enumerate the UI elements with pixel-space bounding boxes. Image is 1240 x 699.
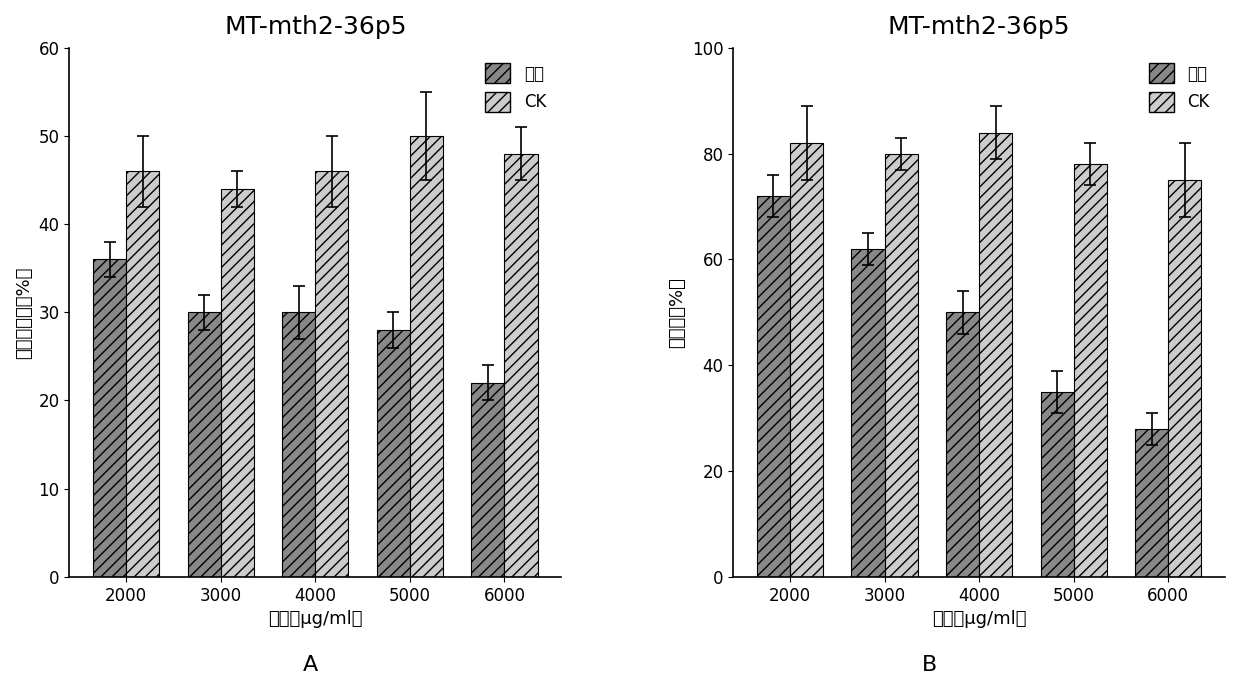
X-axis label: 浓度（μg/ml）: 浓度（μg/ml） <box>268 610 362 628</box>
Bar <box>1040 391 1074 577</box>
Y-axis label: 繁殖率（%）: 繁殖率（%） <box>668 277 687 348</box>
Bar <box>471 383 505 577</box>
Bar <box>187 312 221 577</box>
Bar <box>93 259 126 577</box>
Bar <box>283 312 315 577</box>
Legend: 处理, CK: 处理, CK <box>1142 56 1216 119</box>
Bar <box>790 143 823 577</box>
Text: B: B <box>923 655 937 675</box>
X-axis label: 浓度（μg/ml）: 浓度（μg/ml） <box>932 610 1027 628</box>
Bar <box>410 136 443 577</box>
Bar <box>221 189 254 577</box>
Title: MT-mth2-36p5: MT-mth2-36p5 <box>224 15 407 39</box>
Text: A: A <box>303 655 317 675</box>
Bar <box>946 312 980 577</box>
Legend: 处理, CK: 处理, CK <box>479 56 553 119</box>
Bar <box>1074 164 1107 577</box>
Title: MT-mth2-36p5: MT-mth2-36p5 <box>888 15 1070 39</box>
Bar <box>756 196 790 577</box>
Bar <box>126 171 159 577</box>
Y-axis label: 成虫存活率（%）: 成虫存活率（%） <box>15 266 33 359</box>
Bar <box>377 330 410 577</box>
Bar <box>884 154 918 577</box>
Bar <box>1135 428 1168 577</box>
Bar <box>315 171 348 577</box>
Bar <box>980 133 1012 577</box>
Bar <box>1168 180 1202 577</box>
Bar <box>505 154 537 577</box>
Bar <box>852 249 884 577</box>
